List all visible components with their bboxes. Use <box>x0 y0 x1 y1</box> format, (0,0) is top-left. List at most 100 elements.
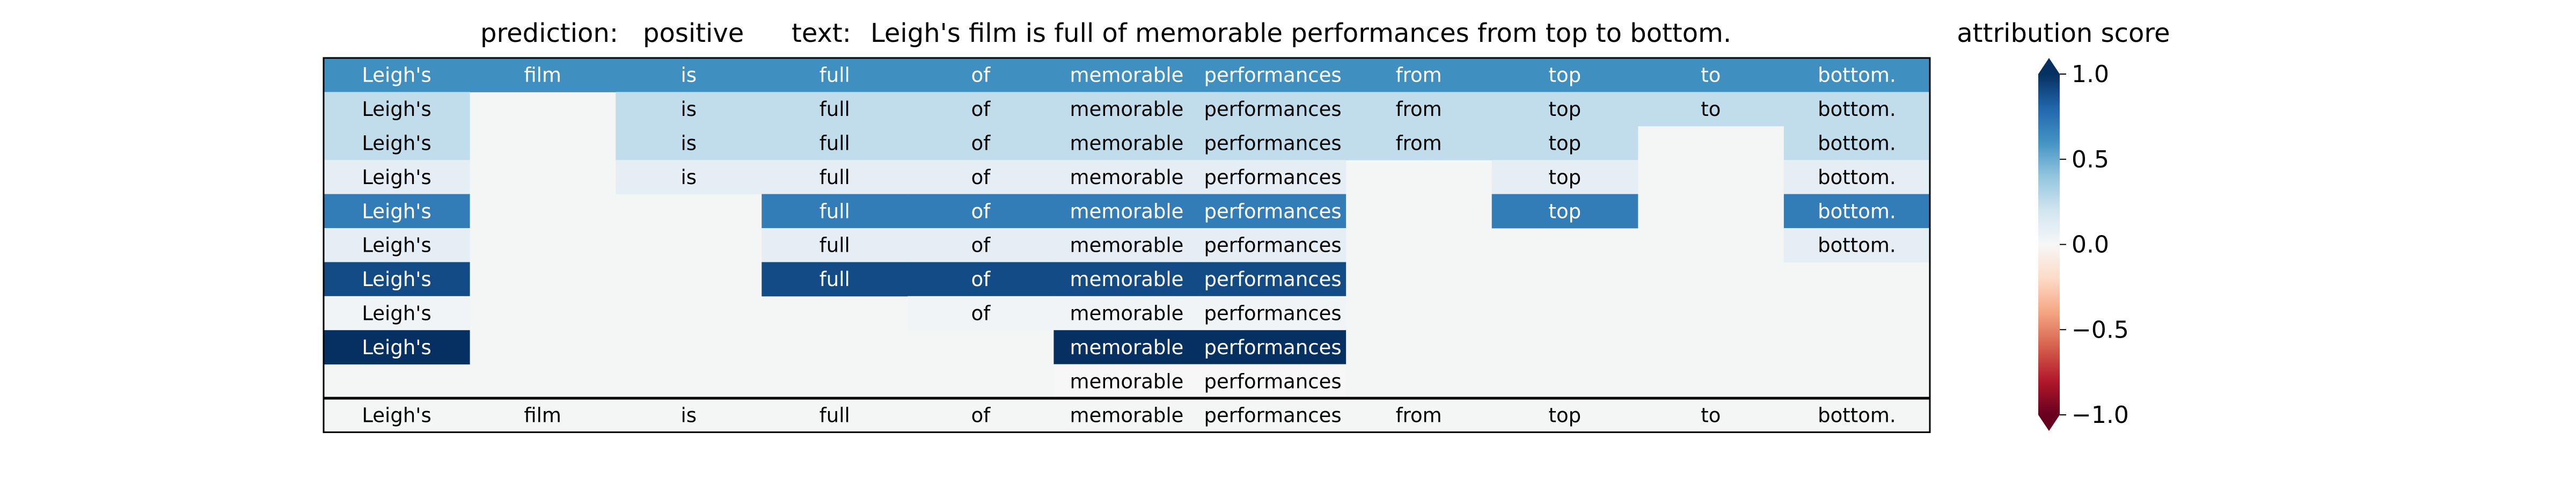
heatmap-cell <box>1345 126 1492 160</box>
heatmap-cell-label: Leigh's <box>362 98 431 121</box>
heatmap-cell-label: is <box>680 64 697 87</box>
heatmap-cell-label: to <box>1701 64 1721 87</box>
heatmap-cell-label: full <box>819 200 850 223</box>
heatmap-border <box>323 57 1931 433</box>
heatmap-cell-label: bottom. <box>1818 200 1896 223</box>
heatmap-cell <box>324 296 470 331</box>
heatmap-cell-label: full <box>819 234 850 257</box>
heatmap-cell <box>762 58 908 92</box>
heatmap-cell <box>1345 92 1492 127</box>
heatmap-cell <box>1199 228 1346 262</box>
heatmap-cell-label: is <box>680 98 697 121</box>
heatmap-cell <box>1491 92 1638 127</box>
heatmap-cell-label: performances <box>1204 336 1341 359</box>
heatmap-cell <box>324 194 470 229</box>
heatmap-cell-label: Leigh's <box>362 336 431 359</box>
heatmap-cell <box>1345 58 1492 92</box>
bottom-token-label: is <box>680 404 697 427</box>
heatmap-cell-label: bottom. <box>1818 98 1896 121</box>
heatmap-cell-label: memorable <box>1070 268 1184 291</box>
bottom-token-label: of <box>971 404 991 427</box>
heatmap-cell <box>908 92 1054 127</box>
heatmap-cell <box>762 160 908 195</box>
heatmap-cell <box>1199 364 1346 399</box>
heatmap-cell-label: memorable <box>1070 336 1184 359</box>
colorbar-title: attribution score <box>1957 18 2170 48</box>
colorbar: 1.0 0.5 0.0 −0.5 −1.0 <box>2038 58 2129 431</box>
heatmap-cell-label: of <box>971 302 991 325</box>
heatmap-cell <box>1053 126 1201 160</box>
heatmap-cell-label: memorable <box>1070 98 1184 121</box>
colorbar-tick-label: −1.0 <box>2072 401 2129 429</box>
heatmap-cell <box>1053 92 1201 127</box>
heatmap-cell-label: from <box>1396 98 1442 121</box>
heatmap-cell <box>616 126 762 160</box>
heatmap-cell-label: bottom. <box>1818 166 1896 189</box>
text-label: text: <box>792 18 851 48</box>
heatmap-cell <box>324 262 470 297</box>
heatmap-cell <box>1199 160 1346 195</box>
heatmap-cell-label: of <box>971 200 991 223</box>
heatmap-cell <box>908 126 1054 160</box>
bottom-token-label: performances <box>1204 404 1341 427</box>
heatmap-cell <box>1491 160 1638 195</box>
heatmap-cell <box>616 58 762 92</box>
heatmap-cell <box>1053 160 1201 195</box>
colorbar-tick-label: 0.5 <box>2072 146 2109 173</box>
heatmap-cell <box>1053 262 1201 297</box>
heatmap-cell <box>1199 262 1346 297</box>
heatmap-cell <box>1199 126 1346 160</box>
heatmap-cell-label: full <box>819 64 850 87</box>
colorbar-extend-max <box>2038 58 2060 74</box>
heatmap-cell-label: top <box>1548 166 1581 189</box>
heatmap-cell-label: of <box>971 64 991 87</box>
heatmap-cell <box>1783 160 1930 195</box>
heatmap-cell-label: performances <box>1204 166 1341 189</box>
bottom-token-label: top <box>1548 404 1581 427</box>
heatmap-cell-label: memorable <box>1070 200 1184 223</box>
heatmap-cell <box>1053 58 1201 92</box>
heatmap: Leigh's film is full of memorable performances… <box>323 57 1931 433</box>
heatmap-cell <box>616 160 762 195</box>
heatmap-cell <box>1491 194 1638 229</box>
heatmap-cell-label: top <box>1548 64 1581 87</box>
heatmap-cell-label: of <box>971 132 991 155</box>
prediction-label: prediction: <box>480 18 618 48</box>
heatmap-cell-label: full <box>819 132 850 155</box>
heatmap-cell-label: bottom. <box>1818 234 1896 257</box>
heatmap-cell-label: Leigh's <box>362 268 431 291</box>
heatmap-cell <box>470 58 616 92</box>
colorbar-tick-label: 0.0 <box>2072 231 2109 259</box>
heatmap-cell <box>616 92 762 127</box>
heatmap-cell-label: of <box>971 234 991 257</box>
heatmap-cell-label: performances <box>1204 98 1341 121</box>
heatmap-cell-label: top <box>1548 200 1581 223</box>
heatmap-cell-label: Leigh's <box>362 166 431 189</box>
heatmap-cell <box>1199 58 1346 92</box>
heatmap-cell-label: is <box>680 166 697 189</box>
heatmap-cell <box>1053 364 1201 399</box>
bottom-token-label: from <box>1396 404 1442 427</box>
heatmap-cell-label: top <box>1548 132 1581 155</box>
heatmap-cell-label: from <box>1396 64 1442 87</box>
heatmap-cell-label: performances <box>1204 132 1341 155</box>
heatmap-cell-label: bottom. <box>1818 132 1896 155</box>
heatmap-cell <box>908 160 1054 195</box>
heatmap-cell-label: of <box>971 268 991 291</box>
heatmap-cell <box>1199 296 1346 331</box>
heatmap-cell <box>324 228 470 262</box>
heatmap-cell-label: full <box>819 98 850 121</box>
heatmap-cell <box>1199 92 1346 127</box>
heatmap-cell <box>1053 228 1201 262</box>
heatmap-cell <box>1491 126 1638 160</box>
prediction-value: positive <box>643 18 744 48</box>
colorbar-tick-label: −0.5 <box>2072 316 2129 343</box>
heatmap-cell-label: performances <box>1204 370 1341 393</box>
heatmap-cell-label: performances <box>1204 302 1341 325</box>
heatmap-cell-label: performances <box>1204 64 1341 87</box>
heatmap-cell-label: Leigh's <box>362 64 431 87</box>
bottom-token-label: full <box>819 404 850 427</box>
heatmap-cell <box>762 92 908 127</box>
heatmap-cell <box>908 58 1054 92</box>
